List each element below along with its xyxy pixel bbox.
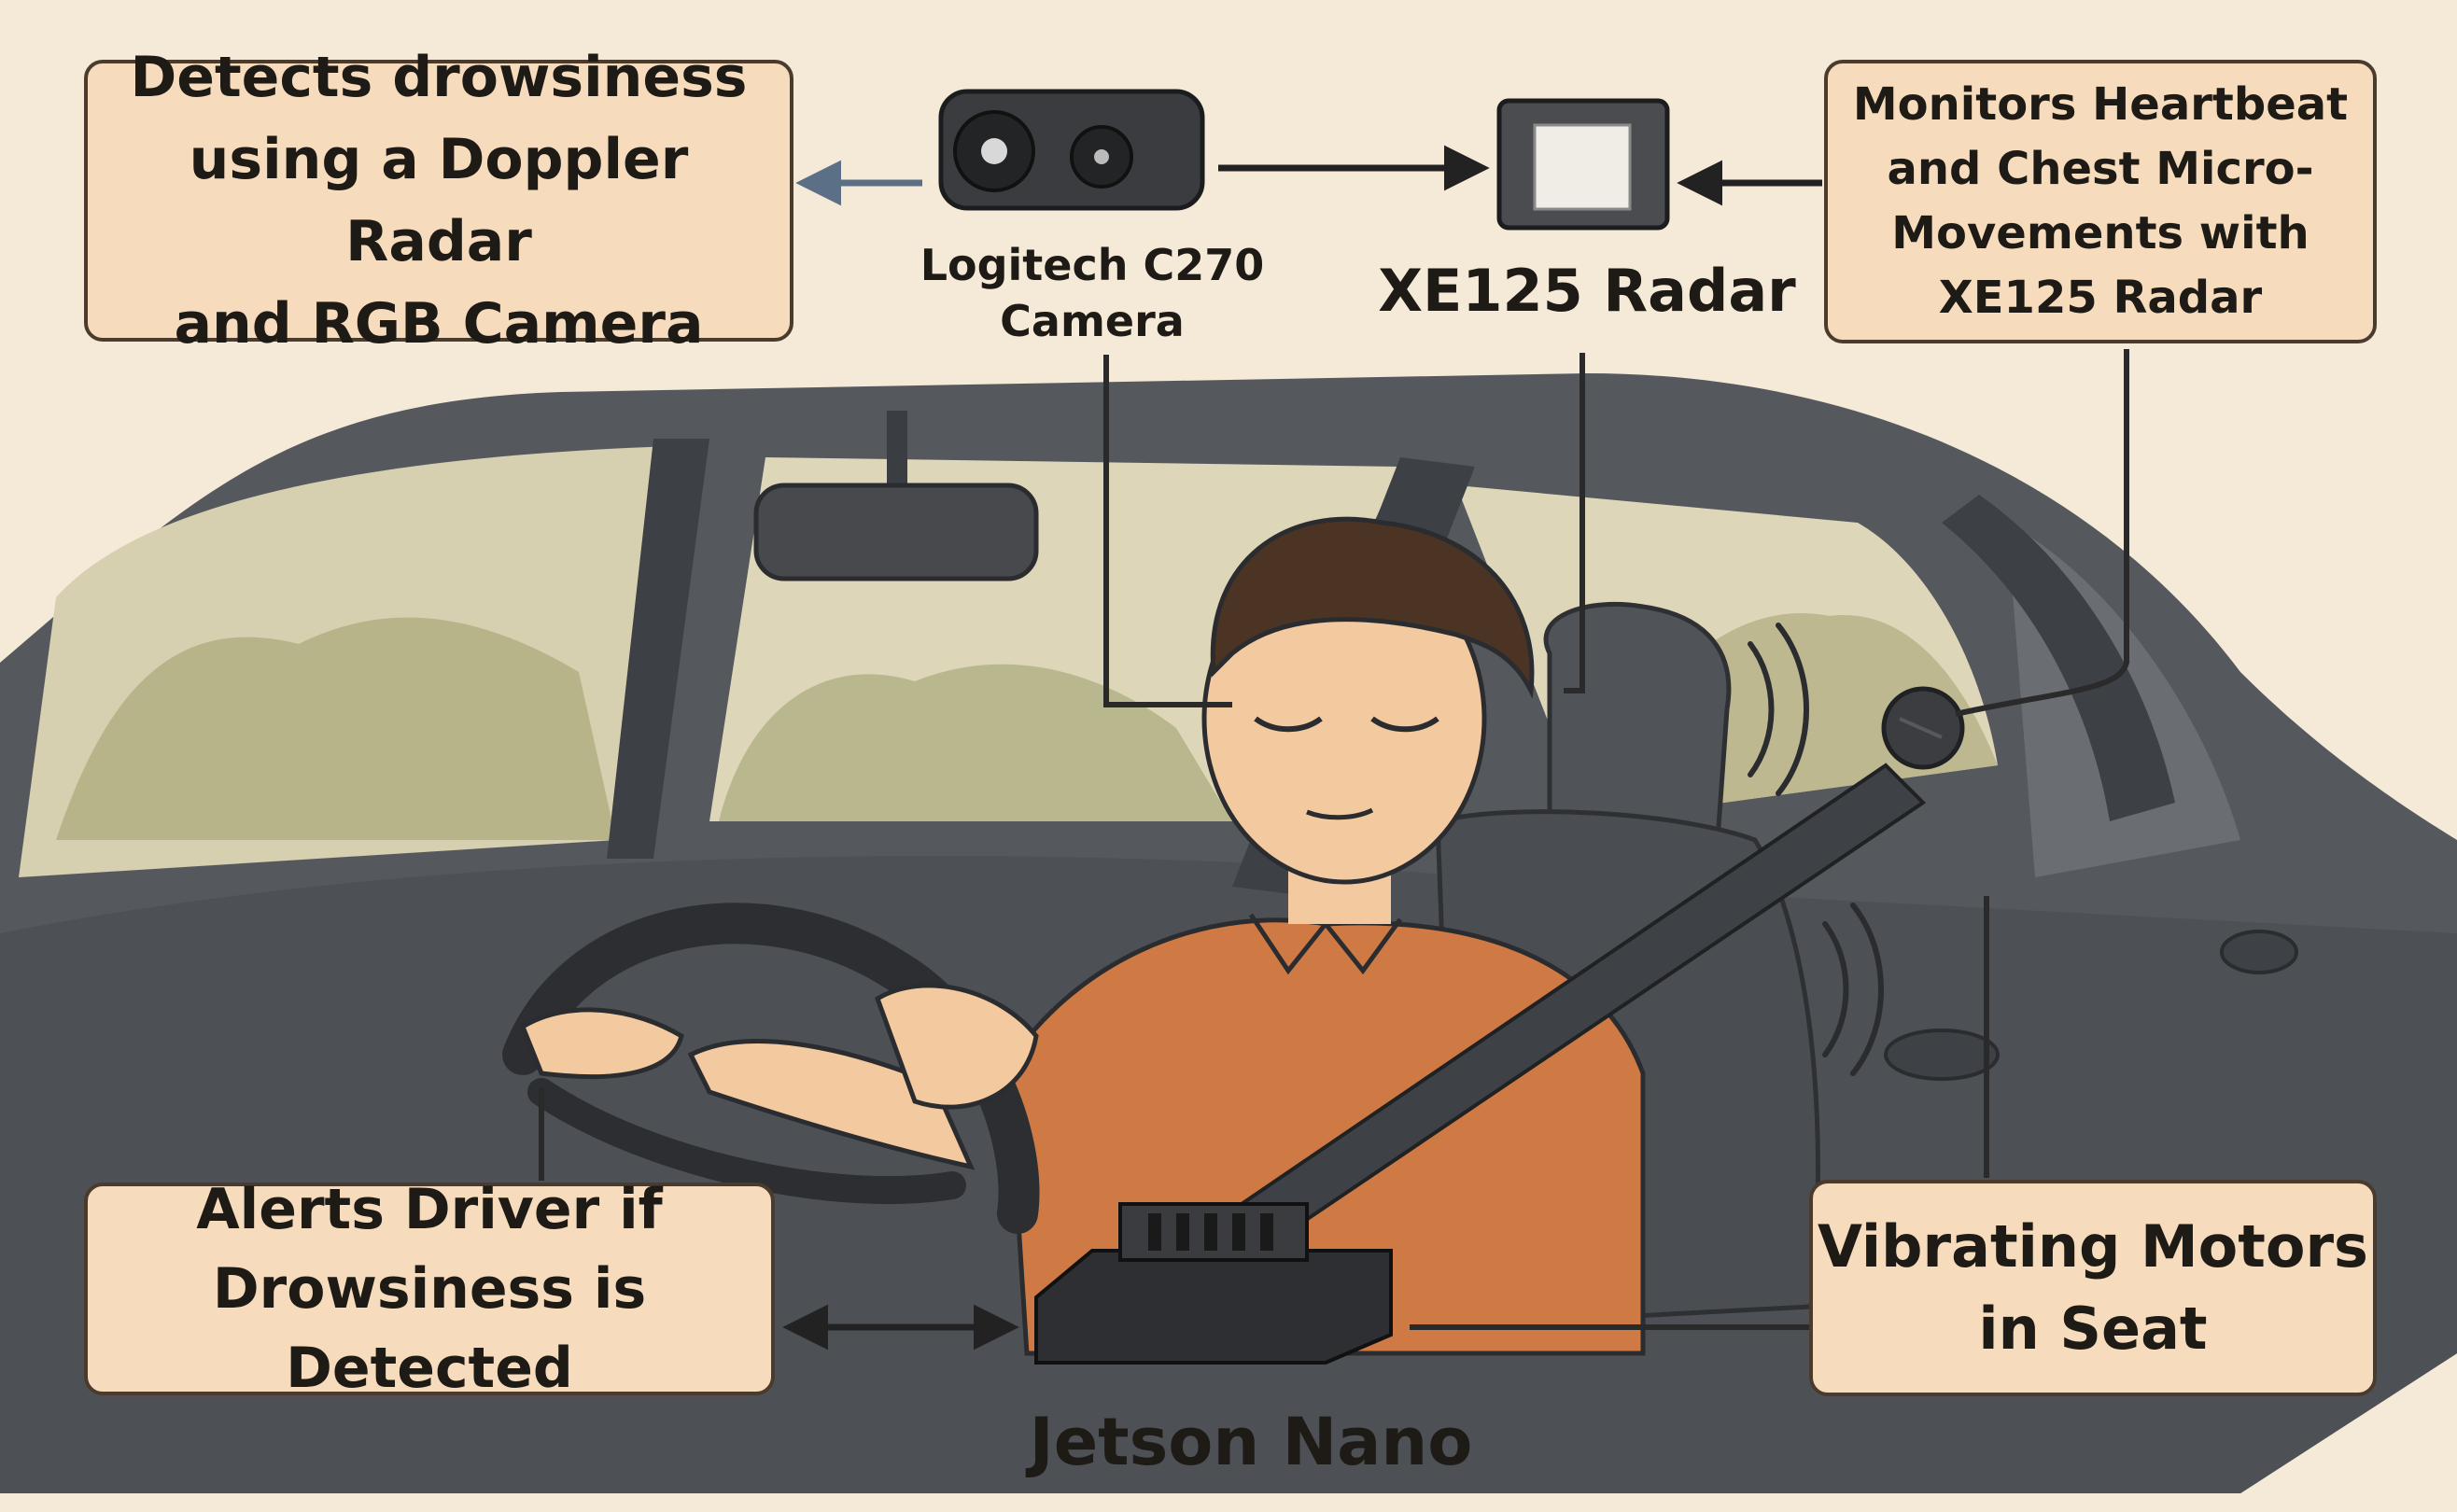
connector-wires — [539, 349, 2129, 1330]
jetson-nano-icon — [1034, 1202, 1393, 1365]
camera-icon — [938, 89, 1205, 211]
callout-vibrating-motors: Vibrating Motors in Seat — [1809, 1180, 2377, 1396]
rearview-mirror — [753, 411, 1039, 581]
callout-detects-drowsiness: Detects drowsiness using a Doppler Radar… — [84, 45, 793, 357]
door-handle — [1884, 930, 2298, 1081]
seat-motor-icon — [1881, 686, 1965, 770]
radar-sensor-icon — [1496, 98, 1670, 231]
arms — [519, 983, 1039, 1170]
callout-alerts-driver: Alerts Driver if Drowsiness is Detected — [84, 1177, 775, 1401]
callout-monitors-heartbeat: Monitors Heartbeat and Chest Micro- Move… — [1824, 60, 2377, 343]
vibration-icon — [1748, 623, 1884, 1076]
steering-wheel — [502, 903, 1040, 1234]
radar-label: XE125 Radar — [1378, 257, 1796, 325]
jetson-nano-label: Jetson Nano — [1029, 1404, 1473, 1480]
arrows — [782, 145, 1822, 1351]
camera-label: Logitech C270 Camera — [920, 240, 1265, 346]
